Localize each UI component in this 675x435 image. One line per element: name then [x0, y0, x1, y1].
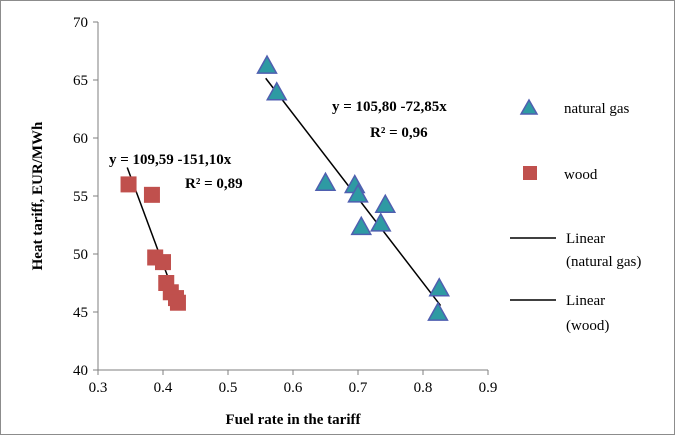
trendline-equations: y = 105,80 -72,85x R² = 0,96 y = 109,59 …: [109, 99, 447, 192]
x-tick-label-2: 0.5: [219, 380, 238, 396]
legend-label-wood: wood: [564, 167, 598, 183]
point-natural-gas-5: [350, 215, 373, 236]
legend-label-linear-wood-1: Linear: [566, 293, 605, 309]
legend-item-linear-wood: Linear (wood): [510, 293, 609, 334]
point-natural-gas-1: [265, 81, 288, 101]
legend-item-wood: wood: [523, 166, 598, 183]
legend-label-linear-natural-gas-2: (natural gas): [566, 254, 641, 270]
point-natural-gas-6: [369, 212, 392, 232]
y-tick-label-3: 55: [73, 189, 88, 205]
point-wood-0: [120, 176, 137, 193]
y-tick-label-4: 60: [73, 131, 88, 147]
x-tick-label-3: 0.6: [284, 380, 303, 396]
point-wood-1: [143, 186, 160, 203]
point-natural-gas-7: [374, 193, 397, 214]
r2-wood: R² = 0,89: [185, 176, 243, 192]
x-tick-label-1: 0.4: [154, 380, 173, 396]
point-natural-gas-2: [314, 171, 337, 191]
point-natural-gas-9: [427, 301, 449, 321]
legend-marker-natural-gas: [519, 98, 539, 115]
y-axis-title: Heat tariff, EUR/MWh: [30, 121, 46, 270]
point-wood-7: [169, 294, 186, 311]
data-points: [120, 54, 451, 321]
legend-label-linear-natural-gas-1: Linear: [566, 231, 605, 247]
legend-item-natural-gas: natural gas: [519, 98, 630, 117]
legend-label-natural-gas: natural gas: [564, 101, 630, 117]
equation-natural-gas: y = 105,80 -72,85x: [332, 99, 447, 115]
x-ticks: 0.3 0.4 0.5 0.6 0.7 0.8 0.9: [89, 370, 498, 396]
x-axis-title: Fuel rate in the tariff: [226, 412, 362, 428]
point-natural-gas-0: [256, 54, 278, 74]
x-tick-label-0: 0.3: [89, 380, 108, 396]
legend: natural gas wood Linear (natural gas) Li…: [510, 98, 641, 334]
y-tick-label-5: 65: [73, 73, 88, 89]
point-wood-3: [155, 254, 171, 271]
legend-label-linear-wood-2: (wood): [566, 318, 609, 334]
x-tick-label-4: 0.7: [349, 380, 368, 396]
y-tick-label-2: 50: [73, 247, 88, 263]
y-tick-label-0: 40: [73, 363, 88, 379]
y-tick-label-6: 70: [73, 15, 88, 31]
y-tick-label-1: 45: [73, 305, 88, 321]
legend-item-linear-natural-gas: Linear (natural gas): [510, 231, 641, 270]
x-tick-label-5: 0.8: [414, 380, 433, 396]
equation-wood: y = 109,59 -151,10x: [109, 152, 232, 168]
point-natural-gas-8: [428, 277, 451, 297]
y-ticks: 40 45 50 55 60 65 70: [73, 15, 98, 379]
point-natural-gas-4: [347, 183, 369, 203]
r2-natural-gas: R² = 0,96: [370, 125, 428, 141]
x-tick-label-6: 0.9: [479, 380, 498, 396]
legend-marker-wood: [523, 166, 537, 180]
